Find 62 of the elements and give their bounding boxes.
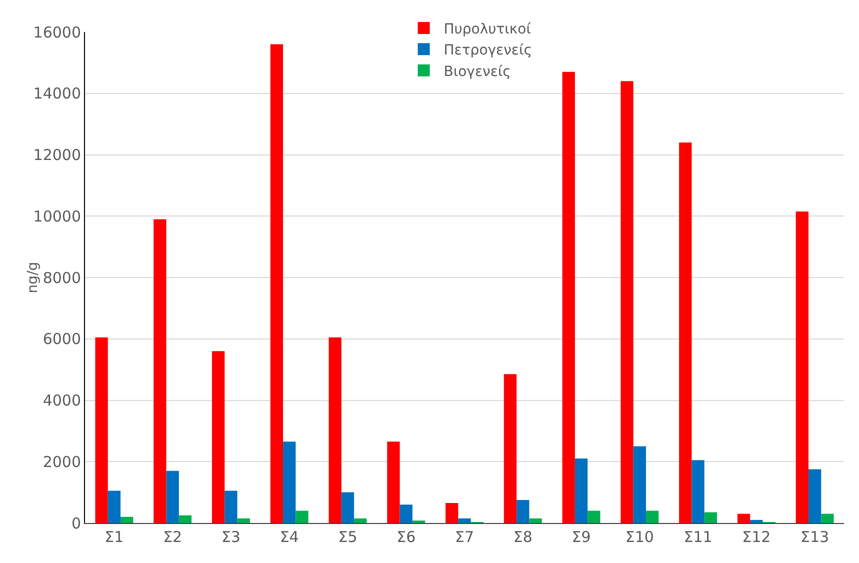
y-tick-label: 8000 [42,268,81,287]
bar [516,500,530,523]
bar [237,518,250,523]
x-tick-label: Σ5 [338,528,358,546]
bar [296,510,308,523]
y-axis-title: ng/g [24,262,41,294]
legend-label: Πυρολυτικοί [444,21,532,38]
y-tick-label: 16000 [33,23,81,42]
y-tick-label: 2000 [42,452,81,471]
legend-label: Βιογενείς [444,64,511,80]
bar [750,520,763,523]
bar [178,515,192,523]
bar [808,469,822,523]
y-tick-label: 6000 [42,330,81,348]
x-tick-label: Σ2 [163,528,182,546]
y-tick-label: 14000 [33,84,81,103]
bar [704,512,718,523]
bar [120,516,134,523]
bar [821,514,834,523]
bar [562,72,575,523]
bar [400,504,412,523]
bar [387,442,400,523]
x-tick-label: Σ7 [454,528,474,546]
bar [166,470,179,523]
x-tick-label: Σ12 [742,528,771,546]
bar [95,337,108,523]
x-tick-label: Σ6 [396,528,416,546]
bar [446,503,458,523]
bar [574,458,588,523]
x-tick-label: Σ10 [625,528,654,546]
x-tick-label: Σ13 [800,528,830,546]
bar [620,81,634,523]
y-tick-label: 10000 [33,207,81,226]
bar [224,490,238,523]
legend-label: Πετρογενείς [444,42,532,59]
bar [679,142,692,523]
bar [108,490,121,523]
x-tick-label: Σ1 [104,528,124,546]
x-tick-label: Σ3 [221,528,240,546]
bar [588,510,600,523]
bar [212,351,225,523]
y-tick-label: 4000 [42,392,81,410]
bar [341,492,354,523]
x-tick-label: Σ11 [684,528,712,546]
bar [154,219,166,523]
bar [458,518,471,523]
bar [328,337,342,523]
bar [529,518,542,523]
bar [354,518,367,523]
bar [270,44,284,523]
bar [737,514,750,523]
bar [796,212,808,523]
bar [646,510,659,523]
x-tick-label: Σ8 [513,528,532,546]
x-tick-label: Σ4 [280,528,299,546]
y-tick-label: 12000 [33,146,81,164]
bar [692,460,704,523]
bar [633,446,646,523]
y-tick-label: 0 [71,514,81,532]
x-tick-label: Σ9 [572,528,591,546]
bar [283,442,296,523]
bar [504,374,517,523]
